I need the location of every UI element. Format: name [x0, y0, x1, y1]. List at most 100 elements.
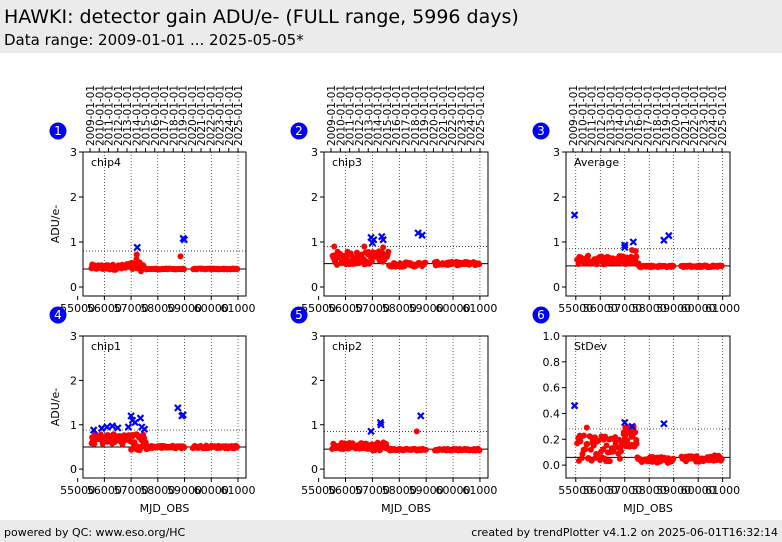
- x-tick-label: 60000: [436, 302, 471, 315]
- x-tick-label: 55000: [558, 484, 593, 497]
- outlier-point: [379, 235, 387, 244]
- y-tick-label: 2: [311, 374, 318, 387]
- panel-number-badge: [532, 122, 550, 140]
- x-tick-label: 59000: [409, 302, 444, 315]
- x-tick-label: 60000: [681, 484, 716, 497]
- plot-frame: [82, 335, 247, 479]
- date-tick-label: 2019-01-01: [419, 85, 431, 146]
- data-point: [624, 437, 631, 444]
- outlier-point: [665, 231, 673, 240]
- outlier-point: [180, 235, 189, 244]
- date-tick-label: 2017-01-01: [401, 85, 413, 146]
- panel-number: 5: [295, 308, 303, 322]
- outlier-point: [570, 211, 579, 219]
- y-tick-label: 1: [70, 236, 77, 249]
- panel-number-badge: [532, 306, 550, 324]
- date-tick-label: 2013-01-01: [122, 85, 134, 146]
- date-tick-label: 2011-01-01: [587, 85, 599, 146]
- x-tick-label: 59000: [409, 484, 444, 497]
- date-tick-label: 2012-01-01: [354, 85, 366, 146]
- y-tick-label: 3: [70, 330, 77, 343]
- x-tick-label: 57000: [607, 302, 642, 315]
- date-tick-label: 2025-01-01: [233, 85, 245, 146]
- outlier-point: [133, 243, 142, 252]
- data-point: [584, 440, 591, 447]
- outlier-point: [97, 424, 106, 433]
- date-tick-label: 2012-01-01: [113, 85, 125, 146]
- date-tick-label: 2022-01-01: [689, 85, 701, 146]
- y-tick-label: 0.6: [543, 382, 561, 395]
- data-point: [633, 440, 640, 447]
- outlier-point: [377, 420, 385, 429]
- x-tick-label: 57000: [114, 484, 149, 497]
- y-tick-label: 0.4: [543, 407, 561, 420]
- data-point: [177, 253, 184, 260]
- date-tick-label: 2015-01-01: [141, 85, 153, 146]
- x-tick-label: 57000: [355, 302, 390, 315]
- x-tick-label: 58000: [632, 302, 667, 315]
- x-tick-label: 55000: [60, 302, 95, 315]
- x-tick-label: 61000: [462, 484, 497, 497]
- x-tick-label: 55000: [301, 302, 336, 315]
- date-tick-label: 2016-01-01: [150, 85, 162, 146]
- outlier-point: [660, 420, 668, 428]
- date-tick-label: 2021-01-01: [196, 85, 208, 146]
- date-tick-label: 2017-01-01: [159, 85, 171, 146]
- x-tick-label: 59000: [656, 484, 691, 497]
- plot-frame: [323, 335, 489, 479]
- panel-label: chip4: [91, 156, 121, 169]
- x-tick-label: 55000: [60, 484, 95, 497]
- x-tick-label: 56000: [583, 302, 618, 315]
- y-tick-label: 1: [311, 236, 318, 249]
- data-point: [632, 248, 639, 254]
- x-tick-label: 56000: [583, 484, 618, 497]
- x-tick-label: 58000: [382, 484, 417, 497]
- outlier-point: [418, 231, 426, 240]
- data-point: [91, 440, 98, 447]
- data-point: [622, 432, 629, 439]
- date-tick-label: 2018-01-01: [652, 85, 664, 146]
- y-tick-label: 2: [70, 191, 77, 204]
- date-tick-label: 2022-01-01: [205, 85, 217, 146]
- outlier-point: [140, 425, 149, 433]
- x-tick-label: 61000: [705, 484, 740, 497]
- panel-label: Average: [574, 156, 619, 169]
- x-tick-label: 59000: [656, 302, 691, 315]
- x-tick-label: 56000: [87, 484, 122, 497]
- date-tick-label: 2024-01-01: [466, 85, 478, 146]
- footer-created: created by trendPlotter v4.1.2 on 2025-0…: [471, 526, 778, 539]
- date-tick-label: 2023-01-01: [456, 85, 468, 146]
- outlier-point: [89, 426, 98, 434]
- outlier-point: [369, 235, 378, 244]
- x-tick-label: 56000: [328, 302, 363, 315]
- date-tick-label: 2011-01-01: [345, 85, 357, 146]
- date-tick-label: 2009-01-01: [326, 85, 338, 146]
- x-tick-label: 60000: [194, 484, 229, 497]
- y-tick-label: 0.8: [543, 356, 561, 369]
- x-tick-label: 57000: [607, 484, 642, 497]
- y-axis-label: ADU/e-: [49, 205, 62, 244]
- y-tick-label: 3: [311, 146, 318, 159]
- outlier-point: [570, 401, 579, 410]
- x-tick-label: 58000: [632, 484, 667, 497]
- data-point: [618, 448, 625, 455]
- data-point: [331, 243, 338, 250]
- y-tick-label: 2: [311, 191, 318, 204]
- x-axis-label: MJD_OBS: [140, 502, 190, 515]
- data-point: [181, 444, 188, 451]
- footer-credit: powered by QC: www.eso.org/HC: [4, 526, 186, 539]
- data-point: [234, 266, 241, 273]
- footer-bar: [0, 520, 782, 542]
- date-tick-label: 2022-01-01: [447, 85, 459, 146]
- data-point: [133, 256, 140, 263]
- y-tick-label: 1: [311, 419, 318, 432]
- data-point: [602, 433, 609, 440]
- x-tick-label: 61000: [705, 302, 740, 315]
- date-tick-label: 2015-01-01: [624, 85, 636, 146]
- y-axis-label: ADU/e-: [49, 388, 62, 427]
- x-tick-label: 58000: [140, 302, 175, 315]
- x-tick-label: 56000: [328, 484, 363, 497]
- date-tick-label: 2013-01-01: [605, 85, 617, 146]
- x-tick-label: 61000: [462, 302, 497, 315]
